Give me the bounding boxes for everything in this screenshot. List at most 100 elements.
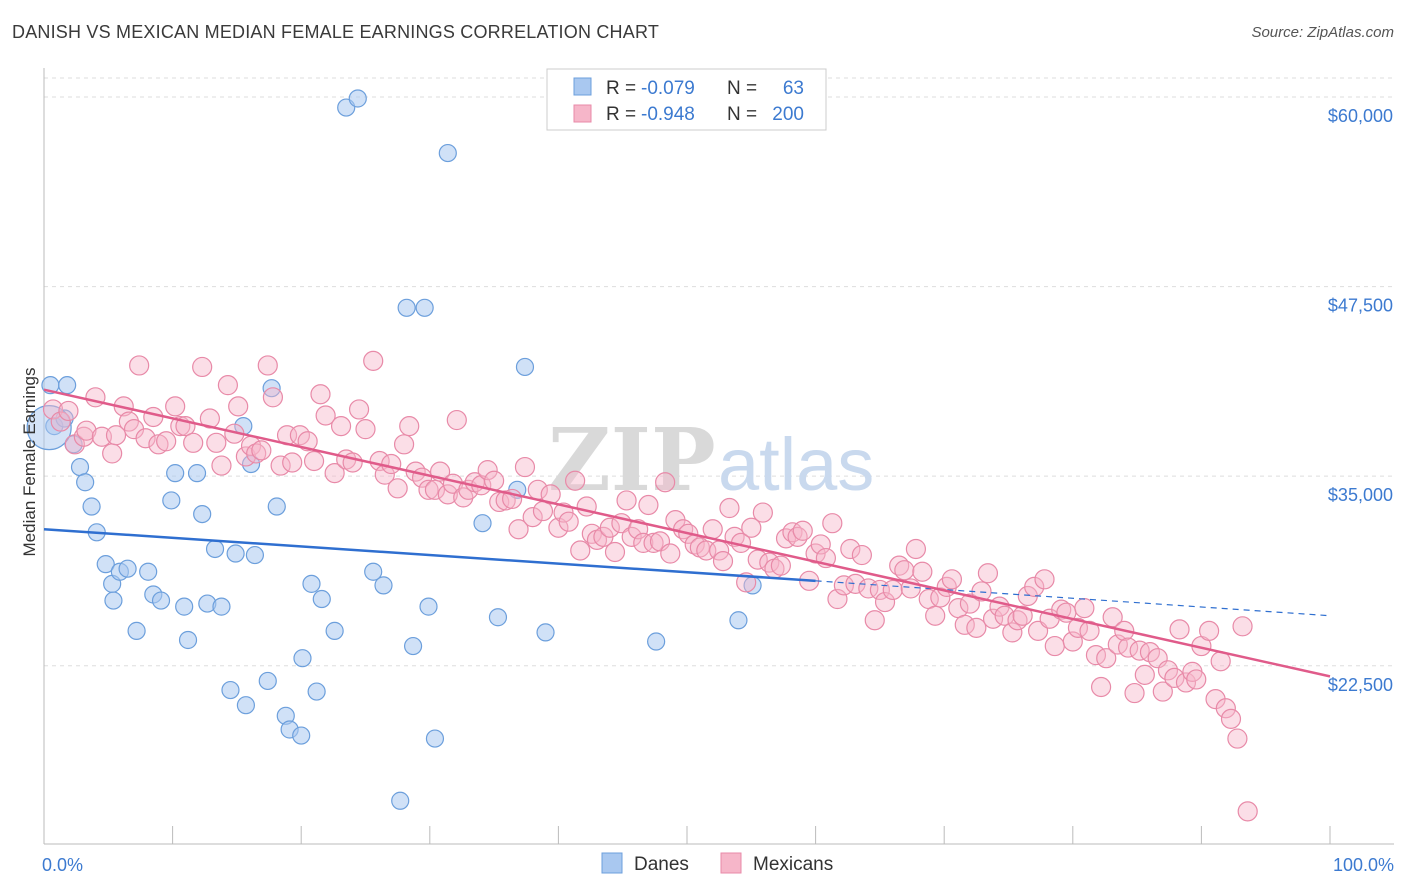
mexicans-point [183,432,204,453]
danes-point [166,464,185,483]
mexicans-point [102,443,123,464]
mexicans-points [42,350,1258,822]
mexicans-point [437,484,458,505]
trend-lines [43,388,1331,678]
mexicans-point [1024,576,1045,597]
danes-point [302,574,321,593]
danes-point [415,298,434,317]
mexicans-point [941,569,963,590]
mexicans-point [251,440,272,461]
legend-danes-r-value: -0.079 [641,78,695,99]
mexicans-point [977,563,999,584]
watermark: ZIP atlas [548,410,874,511]
mexicans-point [199,408,220,429]
mexicans-point [1067,617,1089,638]
mexicans-point [424,479,446,500]
mexicans-point [719,497,740,519]
danes-point [104,591,123,610]
mexicans-point [282,452,303,473]
mexicans-point [330,416,352,437]
bottom-legend: Danes Mexicans [601,852,833,875]
mexicans-point [994,605,1015,626]
danes-point [325,621,344,640]
legend-mexicans-swatch [573,104,592,123]
top-legend-box [546,68,827,131]
danes-points [26,89,762,810]
bottom-legend-mexicans-swatch [720,852,742,874]
mexicans-point [966,617,987,638]
mexicans-point [548,517,569,538]
mexicans-point [1152,681,1173,702]
danes-point [162,491,181,510]
mexicans-point [310,384,331,405]
mexicans-point [1199,620,1220,641]
mexicans-point [882,579,903,601]
bottom-legend-mexicans-label: Mexicans [753,854,833,875]
danes-point [536,623,555,642]
mexicans-point [387,478,408,499]
mexicans-point [446,409,467,431]
mexicans-point [143,406,164,428]
danes-point [212,597,231,616]
mexicans-point [954,614,975,635]
mexicans-point [1044,635,1065,657]
mexicans-point [315,405,336,426]
mexicans-point [1134,664,1155,685]
mexicans-point [741,517,762,538]
mexicans-point [477,460,498,481]
mexicans-point [643,532,664,554]
danes-point [425,729,445,748]
danes-point [193,504,212,524]
mexicans-point [324,463,345,484]
mexicans-point [262,387,284,408]
mexicans-point [270,455,291,476]
mexicans-point [925,605,946,626]
mexicans-point [616,490,637,511]
danes-point [307,682,326,701]
legend-mexicans-r-label: R = [606,104,636,125]
mexicans-point [135,428,156,449]
mexicans-point [217,375,238,396]
mexicans-point [1002,622,1023,643]
y-tick-label: $47,500 [1328,296,1393,316]
y-tick-label: $35,000 [1328,485,1393,505]
danes-point [374,576,393,595]
mexicans-point [348,399,370,420]
mexicans-point [363,350,384,371]
mexicans-point [1129,640,1150,661]
mexicans-point [752,502,773,523]
mexicans-point [822,513,843,534]
mexicans-point [930,587,951,608]
chart-title: DANISH VS MEXICAN MEDIAN FEMALE EARNINGS… [12,22,660,42]
mexicans-point [604,541,626,563]
danes-point [293,649,312,668]
mexicans-point [156,431,177,452]
danes-trend-line [43,528,816,583]
x-tick-max: 100.0% [1333,855,1394,875]
mexicans-point [514,456,536,478]
watermark-atlas: atlas [718,423,874,506]
danes-point [139,562,158,581]
mexicans-point [355,419,376,440]
danes-point [397,298,416,317]
danes-point [70,457,90,477]
danes-point [221,680,240,700]
legend-danes-swatch [573,77,592,96]
mexicans-point [1096,648,1117,669]
mexicans-point [1232,616,1253,637]
mexicans-point [1164,667,1185,689]
danes-point [76,473,95,492]
mexicans-point [1090,676,1112,698]
danes-point [96,555,115,574]
mexicans-point [905,538,927,560]
mexicans-point [206,432,227,453]
mexicans-point [381,453,402,475]
mexicans-point [42,399,64,420]
mexicans-point [1079,620,1100,641]
danes-point [438,143,457,163]
danes-point [292,726,311,745]
mexicans-point [129,355,150,376]
danes-point [205,539,225,559]
danes-point [118,559,137,578]
